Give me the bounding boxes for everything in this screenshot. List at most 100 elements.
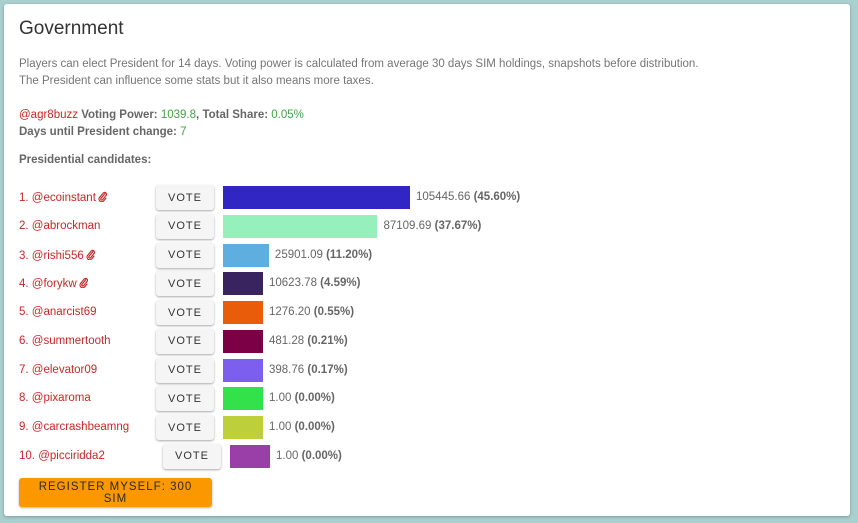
vote-share-bar [223,301,263,324]
vote-button[interactable]: VOTE [156,242,214,268]
vote-value: 398.76 [269,363,305,376]
vote-percent: (4.59%) [320,277,361,290]
candidate-name[interactable]: 2. @abrockman [19,220,100,232]
candidate-name[interactable]: 3. @rishi556 [19,249,95,262]
voting-power-label: Voting Power: [81,109,158,121]
total-share-value: 0.05% [271,109,304,121]
candidate-name[interactable]: 6. @summertooth [19,335,111,347]
vote-percent: (0.21%) [307,334,348,347]
candidate-row: 7. @elevator09 VOTE 398.76 (0.17%) [19,357,839,384]
paperclip-icon [79,278,88,289]
vote-value: 25901.09 [274,248,323,261]
candidate-row: 1. @ecoinstant VOTE 105445.66 (45.60%) [19,185,839,211]
candidate-username[interactable]: @ecoinstant [31,192,96,204]
candidate-name[interactable]: 8. @pixaroma [19,392,91,404]
page-title: Government [19,18,124,39]
vote-button[interactable]: VOTE [163,443,221,469]
vote-share-label: 87109.69 (37.67%) [383,220,481,232]
voting-power-value: 1039.8 [160,109,197,121]
total-share-label: Total Share: [202,109,269,121]
candidate-name[interactable]: 5. @anarcist69 [19,306,97,318]
vote-button[interactable]: VOTE [156,300,214,325]
vote-button[interactable]: VOTE [156,386,214,412]
candidate-rank: 4. [19,278,29,291]
paperclip-icon [86,249,95,260]
vote-button[interactable]: VOTE [156,271,214,297]
candidate-row: 4. @forykw VOTE 10623.78 (4.59%) [19,271,839,297]
candidate-name[interactable]: 9. @carcrashbeamng [19,421,129,433]
vote-percent: (11.20%) [326,248,373,261]
candidates-heading: Presidential candidates: [19,154,152,166]
vote-share-bar [223,329,263,353]
vote-value: 10623.78 [269,277,317,290]
candidate-rank: 8. [19,392,29,405]
vote-share-label: 1276.20 (0.55%) [269,306,354,318]
candidate-name[interactable]: 10. @picciridda2 [19,450,105,462]
vote-percent: (0.55%) [313,306,355,318]
candidate-rank: 2. [19,219,29,232]
candidate-row: 3. @rishi556 VOTE 25901.09 (11.20%) [19,242,839,269]
voting-power-line: @agr8buzz Voting Power: 1039.8, Total Sh… [19,109,304,121]
vote-value: 1276.20 [269,306,311,318]
candidate-row: 8. @pixaroma VOTE 1.00 (0.00%) [19,386,839,412]
candidate-row: 2. @abrockman VOTE 87109.69 (37.67%) [19,213,839,240]
candidate-username[interactable]: @summertooth [31,334,111,347]
vote-value: 105445.66 [416,191,471,203]
paperclip-icon [98,191,107,202]
candidate-username[interactable]: @rishi556 [31,249,84,262]
vote-share-bar [223,416,263,439]
vote-button[interactable]: VOTE [156,213,214,239]
vote-share-label: 398.76 (0.17%) [269,364,348,376]
vote-share-label: 1.00 (0.00%) [276,450,342,462]
candidate-username[interactable]: @elevator09 [31,363,98,376]
candidate-username[interactable]: @forykw [31,278,77,291]
description-line-1: Players can elect President for 14 days.… [19,58,699,70]
vote-share-label: 25901.09 (11.20%) [275,249,372,261]
candidate-row: 6. @summertooth VOTE 481.28 (0.21%) [19,328,839,355]
candidate-username[interactable]: @abrockman [31,219,101,232]
vote-button[interactable]: VOTE [156,185,214,210]
vote-percent: (0.17%) [307,363,348,376]
candidate-rank: 9. [19,421,29,433]
vote-share-label: 105445.66 (45.60%) [416,191,520,203]
days-value: 7 [180,126,187,138]
candidate-rank: 5. [19,306,29,318]
vote-share-bar [223,272,263,296]
vote-share-label: 10623.78 (4.59%) [269,277,360,289]
candidate-username[interactable]: @picciridda2 [38,449,105,462]
vote-button[interactable]: VOTE [156,415,214,440]
vote-button[interactable]: VOTE [156,357,214,383]
vote-share-bar [223,243,269,267]
vote-share-bar [230,444,270,468]
vote-percent: (0.00%) [294,421,335,433]
username-link[interactable]: @agr8buzz [19,109,78,121]
register-button[interactable]: REGISTER MYSELF: 300 SIM [19,478,212,507]
vote-percent: (0.00%) [301,449,342,462]
candidate-rank: 10. [19,449,35,462]
description: Players can elect President for 14 days.… [19,56,699,90]
vote-share-bar [223,186,410,209]
candidate-name[interactable]: 1. @ecoinstant [19,191,107,204]
vote-percent: (45.60%) [473,191,521,203]
candidate-username[interactable]: @carcrashbeamng [31,421,130,433]
vote-share-bar [223,358,263,382]
vote-button[interactable]: VOTE [156,328,214,354]
vote-percent: (37.67%) [434,219,482,232]
candidate-username[interactable]: @pixaroma [31,392,91,405]
vote-value: 1.00 [276,449,299,462]
days-line: Days until President change: 7 [19,124,304,141]
vote-value: 1.00 [269,421,292,433]
candidate-name[interactable]: 7. @elevator09 [19,364,97,376]
candidate-row: 5. @anarcist69 VOTE 1276.20 (0.55%) [19,300,839,326]
vote-share-label: 1.00 (0.00%) [269,392,335,404]
vote-value: 87109.69 [383,219,432,232]
candidate-username[interactable]: @anarcist69 [31,306,97,318]
vote-share-bar [223,387,263,411]
candidate-name[interactable]: 4. @forykw [19,277,88,290]
description-line-2: The President can influence some stats b… [19,75,374,87]
vote-share-bar [223,214,378,238]
candidate-row: 9. @carcrashbeamng VOTE 1.00 (0.00%) [19,415,839,441]
vote-value: 1.00 [269,392,292,405]
candidate-rank: 6. [19,334,29,347]
vote-value: 481.28 [269,334,305,347]
